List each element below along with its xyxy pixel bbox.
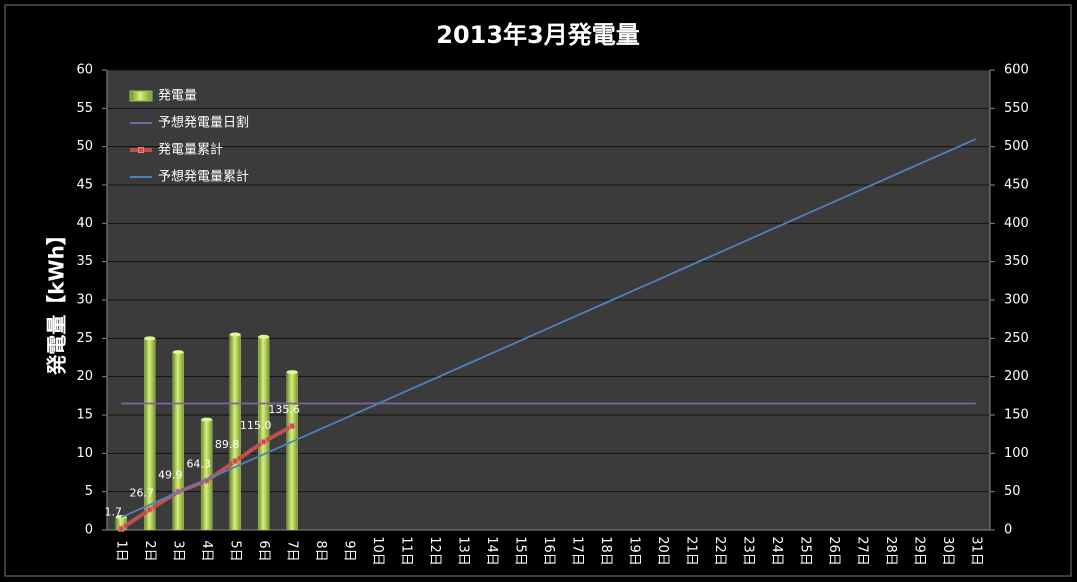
marker — [232, 458, 239, 465]
bar — [229, 334, 241, 531]
data-label: 26.7 — [129, 487, 154, 500]
y-tick-label: 25 — [76, 331, 93, 346]
bar — [286, 371, 298, 531]
y-tick-label: 20 — [76, 369, 93, 384]
y-tick-label: 50 — [76, 139, 93, 154]
bar-cap — [286, 370, 298, 375]
x-tick-label: 15日 — [513, 536, 528, 566]
y-tick-label: 35 — [76, 254, 93, 269]
bar-cap — [229, 332, 241, 337]
x-tick-label: 2日 — [142, 540, 157, 561]
x-tick-label: 11日 — [399, 536, 414, 566]
data-label: 64.3 — [186, 458, 211, 471]
x-tick-label: 7日 — [285, 540, 300, 561]
x-tick-label: 1日 — [114, 540, 129, 561]
data-label: 89.8 — [215, 438, 240, 451]
y2-tick-label: 550 — [1004, 101, 1029, 116]
chart-title: 2013年3月発電量 — [436, 21, 640, 49]
y2-tick-label: 350 — [1004, 254, 1029, 269]
y2-tick-label: 500 — [1004, 139, 1029, 154]
x-tick-label: 13日 — [456, 536, 471, 566]
y2-tick-label: 150 — [1004, 408, 1029, 423]
y2-tick-label: 100 — [1004, 446, 1029, 461]
bar-cap — [201, 417, 213, 422]
x-tick-label: 30日 — [940, 536, 955, 566]
legend-label: 予想発電量累計 — [158, 169, 249, 185]
y2-tick-label: 600 — [1004, 63, 1029, 78]
y2-tick-label: 250 — [1004, 331, 1029, 346]
x-tick-label: 25日 — [797, 536, 812, 566]
y2-tick-label: 450 — [1004, 178, 1029, 193]
x-tick-label: 20日 — [655, 536, 670, 566]
x-tick-label: 9日 — [342, 540, 357, 561]
bar — [172, 351, 184, 531]
y-axis-label: 発電量【kWh】 — [45, 225, 69, 376]
x-tick-label: 12日 — [427, 536, 442, 566]
x-tick-label: 28日 — [883, 536, 898, 566]
marker — [118, 525, 125, 532]
x-tick-label: 6日 — [256, 540, 271, 561]
data-label: 115.0 — [240, 419, 272, 432]
x-tick-label: 19日 — [626, 536, 641, 566]
y-tick-label: 15 — [76, 408, 93, 423]
y-tick-label: 55 — [76, 101, 93, 116]
bar — [200, 419, 213, 531]
data-label: 49.9 — [158, 469, 183, 482]
y2-tick-label: 200 — [1004, 369, 1029, 384]
x-tick-label: 26日 — [826, 536, 841, 566]
x-tick-label: 14日 — [484, 536, 499, 566]
y2-tick-label: 0 — [1004, 523, 1012, 538]
bar — [257, 336, 270, 531]
x-tick-label: 18日 — [598, 536, 613, 566]
line — [120, 138, 977, 519]
y-tick-label: 60 — [76, 63, 93, 78]
y-tick-label: 40 — [76, 216, 93, 231]
x-tick-label: 16日 — [541, 536, 556, 566]
legend-label: 発電量 — [158, 89, 197, 104]
x-tick-label: 24日 — [769, 536, 784, 566]
y-tick-label: 45 — [76, 178, 93, 193]
x-tick-label: 4日 — [199, 540, 214, 561]
data-label: 135.6 — [268, 403, 300, 416]
x-tick-label: 17日 — [569, 536, 584, 566]
y2-tick-label: 400 — [1004, 216, 1029, 231]
x-tick-label: 31日 — [968, 536, 983, 566]
data-label: 1.7 — [104, 506, 122, 519]
x-tick-label: 10日 — [370, 536, 385, 566]
legend-label: 発電量累計 — [158, 142, 223, 158]
y-tick-label: 0 — [85, 523, 93, 538]
x-tick-label: 29日 — [911, 536, 926, 566]
bar-cap — [144, 336, 156, 341]
x-tick-label: 21日 — [683, 536, 698, 566]
marker — [146, 506, 153, 513]
y2-tick-label: 300 — [1004, 293, 1029, 308]
bar-cap — [172, 350, 184, 355]
y-tick-label: 30 — [76, 293, 93, 308]
y-tick-label: 5 — [85, 484, 93, 499]
legend-label: 予想発電量日割 — [158, 115, 249, 131]
y-tick-label: 10 — [76, 446, 93, 461]
marker — [289, 423, 296, 430]
y2-tick-label: 50 — [1004, 484, 1021, 499]
legend-swatch — [129, 90, 153, 102]
bar-cap — [258, 334, 270, 339]
x-tick-label: 5日 — [228, 540, 243, 561]
x-tick-label: 27日 — [854, 536, 869, 566]
bar — [143, 338, 156, 531]
x-tick-label: 8日 — [313, 540, 328, 561]
x-tick-label: 3日 — [171, 540, 186, 561]
legend-marker — [138, 147, 144, 153]
x-tick-label: 23日 — [740, 536, 755, 566]
marker — [260, 438, 267, 445]
x-tick-label: 22日 — [712, 536, 727, 566]
